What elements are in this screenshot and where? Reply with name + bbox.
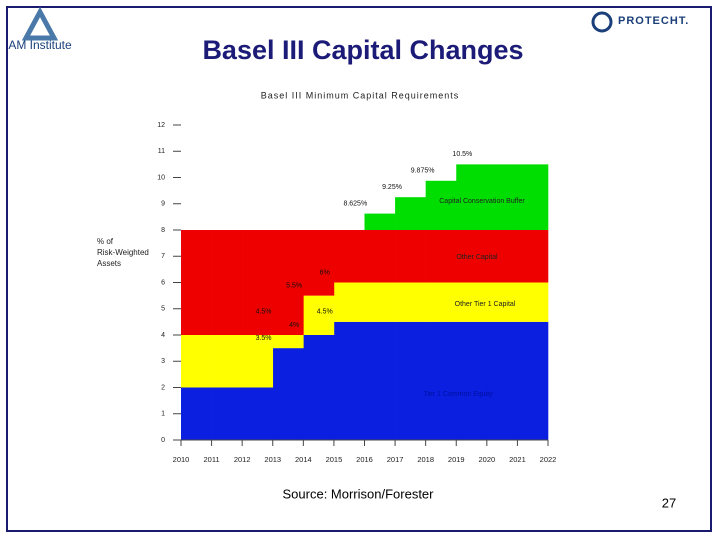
y-tick-label: 7: [161, 253, 165, 260]
area-segment: [364, 282, 396, 322]
area-segment: [425, 282, 457, 322]
x-tick-label: 2019: [448, 455, 465, 464]
x-tick-label: 2016: [356, 455, 373, 464]
area-segment: [425, 180, 457, 230]
area-segment: [364, 321, 396, 440]
area-segment: [517, 321, 549, 440]
x-tick-label: 2011: [204, 455, 220, 464]
x-tick-label: 2022: [540, 455, 557, 464]
y-tick-label: 0: [161, 437, 165, 444]
annotation: 8.625%: [343, 200, 367, 207]
area-segment: [456, 282, 488, 322]
annotation: 9.875%: [411, 168, 435, 175]
area-segment: [517, 230, 549, 283]
y-tick-label: 3: [161, 358, 165, 365]
area-segment: [456, 164, 488, 230]
slide-title: Basel III Capital Changes: [202, 35, 523, 65]
logo-left-icon: [21, 6, 59, 41]
area-segment: [242, 335, 274, 388]
y-tick-label: 11: [158, 148, 165, 155]
area-segment: [181, 230, 212, 335]
x-tick-label: 2012: [234, 455, 251, 464]
y-tick-label: 8: [161, 227, 165, 234]
area-segment: [364, 230, 396, 283]
area-segment: [272, 348, 304, 440]
logo-right-icon: [591, 11, 613, 33]
annotation: 3.5%: [256, 335, 272, 342]
area-segment: [181, 335, 212, 388]
y-tick-label: 12: [157, 122, 165, 129]
area-segment: [486, 230, 518, 283]
area-segment: [395, 197, 426, 230]
x-tick-label: 2010: [173, 455, 190, 464]
slide: [6, 6, 712, 532]
area-segment: [486, 164, 518, 230]
x-tick-label: 2020: [478, 455, 495, 464]
area-segment: [333, 230, 365, 283]
area-segment: [333, 282, 365, 322]
area-segment: [303, 230, 335, 296]
x-tick-label: 2017: [387, 455, 404, 464]
y-tick-label: 6: [161, 279, 165, 286]
logo-left: AM Institute: [8, 38, 72, 52]
x-tick-label: 2014: [295, 455, 312, 464]
annotation: 4.5%: [317, 309, 333, 316]
y-axis-label: % of Risk-Weighted Assets: [97, 237, 149, 268]
annotation: 6%: [320, 269, 330, 276]
area-segment: [272, 335, 304, 349]
area-segment: [211, 335, 243, 388]
area-segment: [486, 282, 518, 322]
annotation: 5.5%: [286, 282, 302, 289]
area-segment: [211, 387, 243, 440]
annotation: 9.25%: [382, 184, 402, 191]
area-segment: [456, 230, 488, 283]
area-segment: [395, 321, 426, 440]
y-tick-label: 1: [161, 411, 165, 418]
area-segment: [425, 230, 457, 283]
area-segment: [242, 387, 274, 440]
area-segment: [211, 230, 243, 335]
logo-right: PROTECHT.: [618, 15, 689, 27]
chart-title: Basel III Minimum Capital Requirements: [261, 90, 460, 100]
area-segment: [242, 230, 274, 335]
x-tick-label: 2013: [264, 455, 281, 464]
y-tick-label: 9: [161, 201, 165, 208]
area-segment: [517, 282, 549, 322]
x-tick-label: 2015: [326, 455, 343, 464]
y-tick-label: 5: [161, 306, 165, 313]
area-segment: [333, 321, 365, 440]
area-segment: [364, 213, 396, 230]
area-segment: [303, 335, 335, 440]
annotation: 10.5%: [452, 151, 472, 158]
area-segment: [303, 295, 335, 335]
series-label: Other Tier 1 Capital: [455, 301, 516, 308]
area-segment: [395, 282, 426, 322]
x-tick-label: 2018: [417, 455, 434, 464]
area-segment: [272, 230, 304, 335]
series-label: Capital Conservation Buffer: [439, 198, 525, 205]
annotation: 4.5%: [256, 309, 272, 316]
source: Source: Morrison/Forester: [283, 486, 435, 501]
area-segment: [486, 321, 518, 440]
area-segment: [395, 230, 426, 283]
y-tick-label: 2: [161, 384, 165, 391]
x-tick-label: 2021: [509, 455, 526, 464]
page-number: 27: [662, 495, 676, 510]
series-label: Tier 1 Common Equity: [423, 391, 493, 398]
annotation: 4%: [289, 322, 299, 329]
y-tick-label: 4: [161, 332, 165, 339]
area-segment: [456, 321, 488, 440]
area-segment: [425, 321, 457, 440]
series-label: Other Capital: [456, 254, 498, 261]
area-segment: [517, 164, 549, 230]
area-segment: [181, 387, 212, 440]
y-tick-label: 10: [157, 174, 165, 181]
